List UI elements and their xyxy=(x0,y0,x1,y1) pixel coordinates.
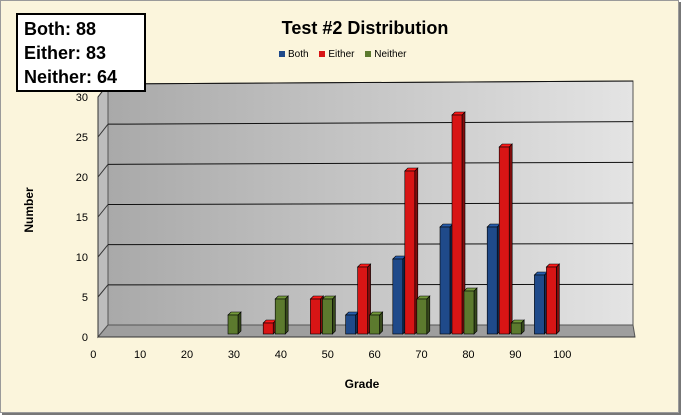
bar-either-80 xyxy=(451,111,466,335)
gridline-side xyxy=(97,123,109,138)
legend-label-both: Both xyxy=(288,49,309,60)
x-tick-label: 30 xyxy=(228,349,240,361)
gridline-side xyxy=(97,244,109,258)
x-axis-title: Grade xyxy=(345,377,380,391)
x-tick-label: 90 xyxy=(509,349,521,361)
x-tick-label: 40 xyxy=(275,349,287,361)
legend-label-either: Either xyxy=(328,49,355,60)
bar-neither-80 xyxy=(463,287,478,335)
gridline xyxy=(107,80,634,85)
gridline xyxy=(107,161,634,165)
legend-swatch-both xyxy=(279,51,285,57)
legend-item-either: Either xyxy=(319,49,354,60)
bar-either-90 xyxy=(498,143,513,335)
gridline-side xyxy=(97,164,109,178)
legend-item-both: Both xyxy=(279,49,309,60)
bars xyxy=(227,111,561,335)
bar-either-70 xyxy=(404,167,419,335)
bar-neither-70 xyxy=(416,295,431,335)
x-tick-label: 80 xyxy=(462,349,474,361)
x-tick-label: 10 xyxy=(134,349,146,361)
stat-both: Both: 88 xyxy=(24,19,96,39)
bar-neither-40 xyxy=(274,295,289,335)
gridline-side xyxy=(97,204,109,218)
x-tick-label: 100 xyxy=(553,349,571,361)
stat-either: Either: 83 xyxy=(24,43,107,63)
bar-either-40 xyxy=(262,319,277,335)
x-tick-label: 0 xyxy=(90,349,96,361)
y-tick-label: 10 xyxy=(76,252,88,264)
y-tick-label: 15 xyxy=(76,212,88,224)
bar-either-60 xyxy=(356,263,372,335)
bar-both-60 xyxy=(344,311,360,335)
x-tick-label: 60 xyxy=(369,349,381,361)
legend-label-neither: Neither xyxy=(374,49,407,60)
stats-box: Both: 88 Either: 83 Neither: 64 xyxy=(16,13,146,92)
y-tick-label: 20 xyxy=(76,172,88,184)
legend-item-neither: Neither xyxy=(365,49,407,60)
gridline xyxy=(107,243,634,246)
y-tick-label: 5 xyxy=(82,292,88,304)
bar-either-100 xyxy=(545,263,561,335)
bar-either-50 xyxy=(309,295,325,335)
bar-neither-30 xyxy=(227,311,242,335)
y-tick-labels: 0 5 10 15 20 25 30 xyxy=(76,92,88,344)
x-tick-labels: 0 10 20 30 40 50 60 70 80 90 100 xyxy=(90,349,571,361)
chart-title: Test #2 Distribution xyxy=(281,18,449,38)
stat-neither: Neither: 64 xyxy=(24,67,118,87)
x-tick-label: 70 xyxy=(415,349,427,361)
bar-both-80 xyxy=(439,223,454,335)
bar-neither-50 xyxy=(321,295,337,335)
bar-both-100 xyxy=(533,271,549,335)
x-tick-label: 50 xyxy=(322,349,334,361)
y-tick-label: 30 xyxy=(76,92,88,104)
legend-swatch-neither xyxy=(365,51,372,57)
gridline-side xyxy=(97,284,109,298)
gridline xyxy=(107,202,634,205)
y-tick-label: 25 xyxy=(76,132,88,144)
bar-both-70 xyxy=(392,255,407,335)
bar-neither-60 xyxy=(368,311,384,335)
bar-neither-90 xyxy=(510,319,525,335)
gridline xyxy=(107,121,634,125)
y-axis-title: Number xyxy=(22,187,36,233)
legend: Both Either Neither xyxy=(279,49,415,60)
bar-both-90 xyxy=(486,223,501,335)
legend-swatch-either xyxy=(319,51,326,57)
x-tick-label: 20 xyxy=(181,349,193,361)
y-tick-label: 0 xyxy=(82,332,88,344)
